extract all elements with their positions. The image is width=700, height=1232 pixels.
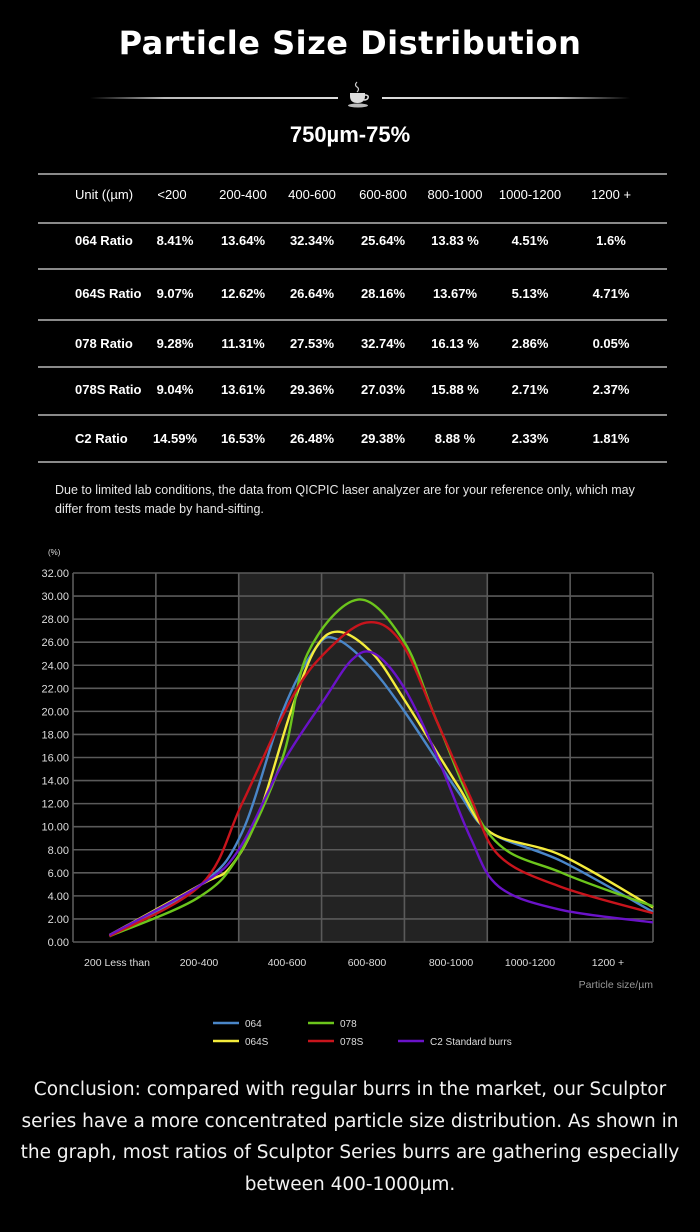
table-cell: 27.03% (360, 382, 406, 397)
legend-label: 078 (340, 1019, 357, 1030)
y-axis-label: (%) (48, 548, 61, 557)
table-cell: 2.71% (511, 382, 549, 397)
x-tick-label: 200 Less than (84, 957, 150, 969)
y-tick-label: 6.00 (48, 868, 69, 880)
x-axis-label: Particle size/µm (579, 979, 654, 991)
x-tick-label: 600-800 (348, 957, 387, 969)
table-cell: 25.64% (360, 233, 406, 248)
y-tick-label: 22.00 (41, 683, 69, 695)
table-cell: 13.61% (220, 382, 266, 397)
table-cell: 14.59% (152, 431, 198, 446)
particle-size-chart: 0.00 2.00 4.00 6.00 8.00 10.00 12.00 14.00 16.00… (41, 548, 654, 991)
y-tick-label: 0.00 (48, 937, 69, 949)
y-tick-label: 26.00 (41, 637, 69, 649)
row-label: 078S Ratio (75, 382, 142, 397)
y-tick-label: 2.00 (48, 914, 69, 926)
table-cell: 8.41% (156, 233, 194, 248)
column-header: 200-400 (219, 187, 267, 202)
column-header: 1000-1200 (498, 187, 562, 202)
table-cell: 1.6% (596, 233, 626, 248)
column-header: <200 (157, 187, 187, 202)
table-divider (38, 268, 667, 270)
table-cell: 16.53% (220, 431, 266, 446)
y-tick-label: 14.00 (41, 776, 69, 788)
table-cell: 9.07% (156, 286, 194, 301)
divider-left (90, 97, 338, 99)
table-cell: 26.48% (289, 431, 335, 446)
chart-legend: 064 078 064S 078S C2 Standard burrs (213, 1019, 512, 1048)
table-cell: 4.71% (592, 286, 630, 301)
y-tick-label: 10.00 (41, 822, 69, 834)
row-label: 078 Ratio (75, 336, 133, 351)
table-cell: 32.74% (360, 336, 406, 351)
x-tick-label: 400-600 (268, 957, 307, 969)
table-cell: 4.51% (511, 233, 549, 248)
y-tick-label: 28.00 (41, 614, 69, 626)
legend-label: 064S (245, 1037, 269, 1048)
table-cell: 13.64% (220, 233, 266, 248)
conclusion-text: Conclusion: compared with regular burrs … (20, 1079, 680, 1195)
table-divider (38, 414, 667, 416)
table-divider (38, 319, 667, 321)
table-cell: 13.83 % (431, 233, 479, 248)
table-cell: 5.13% (511, 286, 549, 301)
table-cell: 16.13 % (431, 336, 479, 351)
table-cell: 12.62% (220, 286, 266, 301)
table-divider (38, 222, 667, 224)
table-cell: 0.05% (592, 336, 630, 351)
y-tick-label: 24.00 (41, 660, 69, 672)
column-header: 800-1000 (427, 187, 483, 202)
x-tick-label: 200-400 (180, 957, 219, 969)
table-cell: 15.88 % (431, 382, 479, 397)
legend-label: C2 Standard burrs (430, 1037, 512, 1048)
table-divider (38, 366, 667, 368)
series-line-078 (108, 598, 654, 938)
y-tick-label: 16.00 (41, 753, 69, 765)
table-cell: 2.37% (592, 382, 630, 397)
y-tick-label: 18.00 (41, 729, 69, 741)
y-tick-label: 32.00 (41, 568, 69, 580)
y-tick-label: 8.00 (48, 845, 69, 857)
y-tick-label: 20.00 (41, 706, 69, 718)
x-tick-label: 1000-1200 (505, 957, 555, 969)
table-cell: 1.81% (592, 431, 630, 446)
column-header: 600-800 (359, 187, 407, 202)
subtitle: 750µm-75% (289, 122, 411, 147)
table-cell: 2.33% (511, 431, 549, 446)
table-cell: 9.28% (156, 336, 194, 351)
legend-label: 064 (245, 1019, 262, 1030)
x-tick-label: 800-1000 (429, 957, 474, 969)
table-cell: 9.04% (156, 382, 194, 397)
page-title: Particle Size Distribution (118, 24, 582, 62)
legend-label: 078S (340, 1037, 364, 1048)
coffee-cup-icon (348, 81, 369, 108)
table-divider (38, 461, 667, 463)
table-cell: 32.34% (289, 233, 335, 248)
row-label: 064 Ratio (75, 233, 133, 248)
table-cell: 11.31% (221, 336, 265, 351)
column-header: 400-600 (288, 187, 336, 202)
table-divider (38, 173, 667, 175)
table-cell: 26.64% (289, 286, 335, 301)
disclaimer-note: Due to limited lab conditions, the data … (55, 483, 635, 516)
y-tick-label: 30.00 (41, 591, 69, 603)
row-label: 064S Ratio (75, 286, 142, 301)
column-header: 1200 + (590, 187, 632, 202)
column-header-unit: Unit ((µm) (75, 187, 134, 202)
x-tick-label: 1200 + (592, 957, 624, 969)
table-cell: 27.53% (289, 336, 335, 351)
table-cell: 2.86% (511, 336, 549, 351)
table-cell: 13.67% (432, 286, 478, 301)
table-cell: 29.38% (360, 431, 406, 446)
table-cell: 8.88 % (434, 431, 476, 446)
series-line-078s (108, 620, 654, 938)
row-label: C2 Ratio (75, 431, 128, 446)
y-tick-label: 4.00 (48, 891, 69, 903)
divider-right (382, 97, 630, 99)
table-cell: 29.36% (289, 382, 335, 397)
table-cell: 28.16% (360, 286, 406, 301)
y-tick-label: 12.00 (41, 799, 69, 811)
series-line-c2 (108, 650, 654, 937)
